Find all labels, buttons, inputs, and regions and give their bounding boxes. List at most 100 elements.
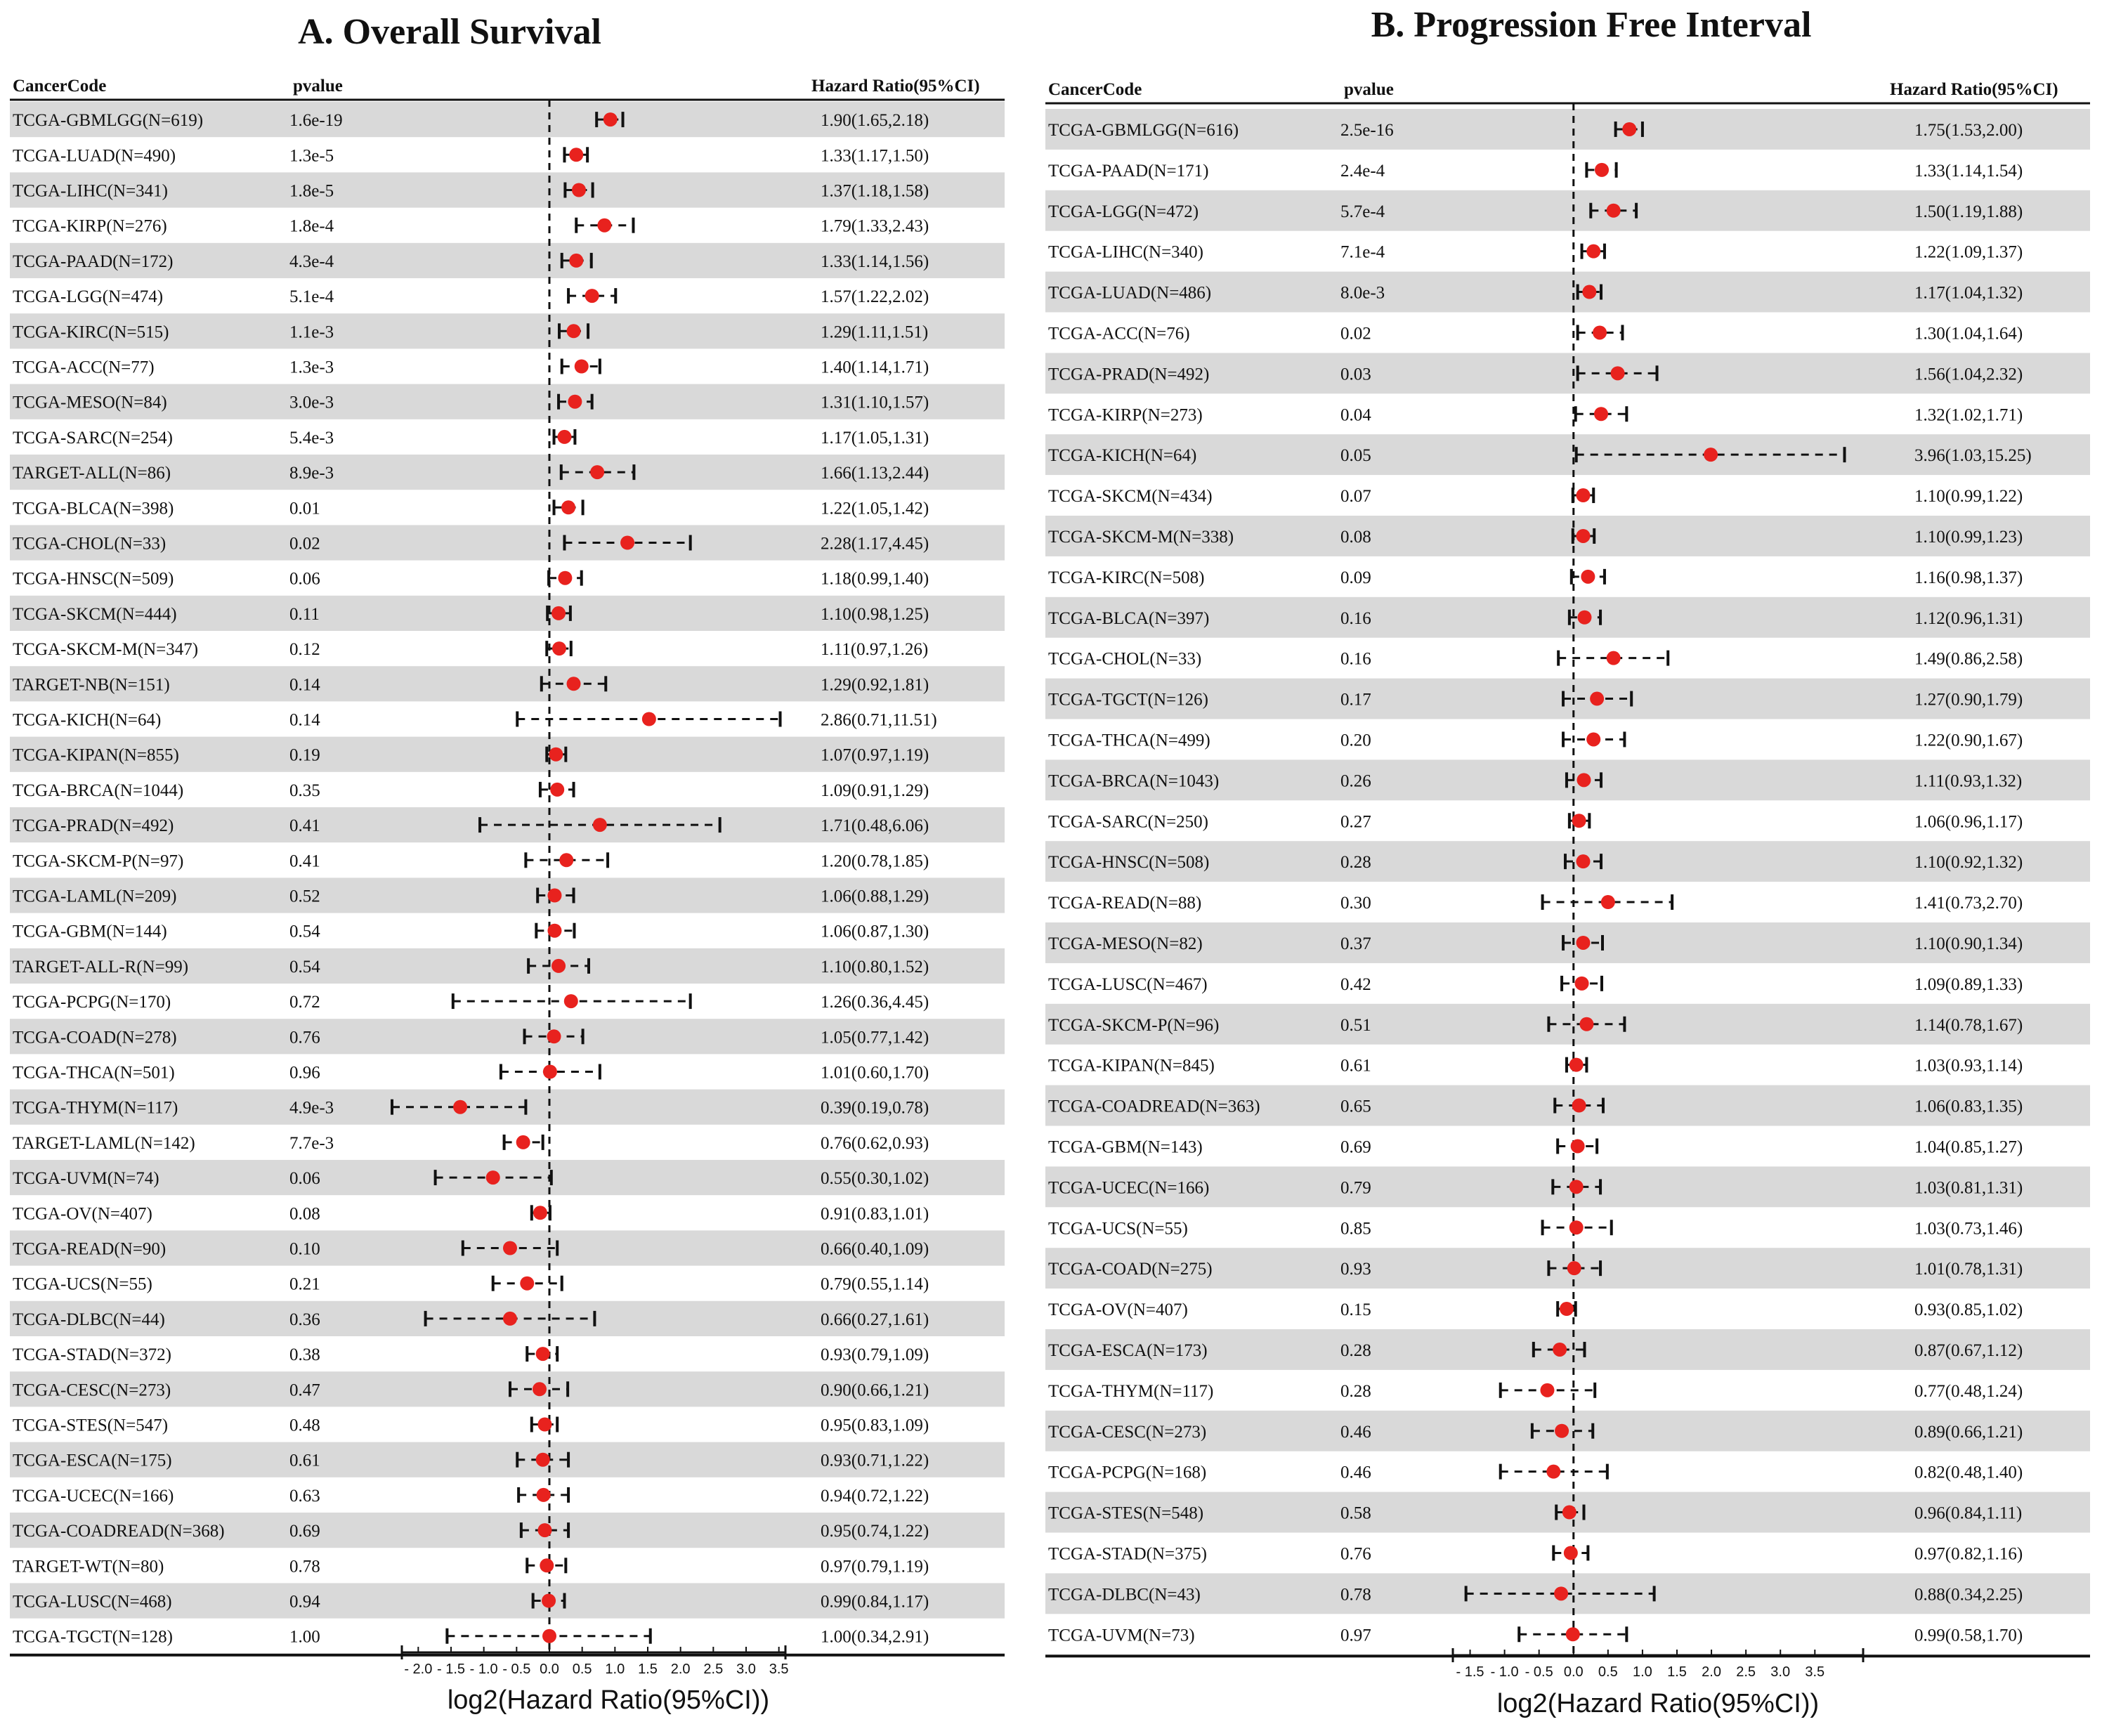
cancer-code-label: TCGA-KIPAN(N=855) (13, 746, 179, 765)
pvalue-label: 0.27 (1340, 812, 1371, 831)
hazard-ratio-label: 1.22(0.90,1.67) (1914, 731, 2023, 750)
row-stripe (10, 595, 1005, 631)
cancer-code-label: TCGA-LGG(N=472) (1048, 202, 1199, 221)
point-estimate (1606, 203, 1621, 218)
row-stripe (10, 313, 1005, 349)
cancer-code-label: TCGA-TGCT(N=128) (13, 1628, 173, 1647)
pvalue-label: 1.3e-5 (289, 146, 334, 165)
hazard-ratio-label: 1.10(0.99,1.22) (1914, 487, 2023, 506)
cancer-code-label: TCGA-COADREAD(N=368) (13, 1522, 225, 1541)
pvalue-label: 0.47 (289, 1381, 320, 1399)
cancer-code-label: TARGET-LAML(N=142) (13, 1134, 195, 1153)
x-axis-tick-label: - 2.0 (404, 1662, 432, 1677)
pvalue-label: 0.46 (1340, 1423, 1371, 1442)
cancer-code-label: TCGA-BRCA(N=1043) (1048, 771, 1219, 790)
cancer-code-label: TCGA-KIRC(N=515) (13, 322, 169, 341)
pvalue-label: 0.21 (289, 1275, 320, 1294)
row-stripe (1045, 1085, 2090, 1126)
hazard-ratio-label: 1.09(0.91,1.29) (821, 781, 929, 800)
hazard-ratio-label: 1.29(1.11,1.51) (821, 322, 928, 341)
cancer-code-label: TCGA-CESC(N=273) (1048, 1423, 1206, 1442)
pvalue-label: 0.06 (289, 570, 320, 589)
pvalue-label: 0.42 (1340, 975, 1371, 994)
pvalue-label: 0.28 (1340, 1382, 1371, 1401)
pvalue-label: 0.79 (1340, 1178, 1371, 1197)
cancer-code-label: TCGA-SKCM-M(N=338) (1048, 528, 1234, 547)
point-estimate (572, 183, 586, 197)
point-estimate (535, 1347, 550, 1362)
point-estimate (551, 606, 566, 620)
cancer-code-label: TCGA-KIPAN(N=845) (1048, 1057, 1215, 1076)
pvalue-label: 0.65 (1340, 1097, 1371, 1116)
hazard-ratio-label: 1.10(0.90,1.34) (1914, 934, 2023, 953)
cancer-code-label: TCGA-GBMLGG(N=616) (1048, 121, 1239, 140)
point-estimate (1594, 407, 1609, 422)
hazard-ratio-label: 0.97(0.82,1.16) (1914, 1544, 2023, 1563)
pvalue-label: 0.10 (289, 1240, 320, 1259)
pvalue-label: 0.97 (1340, 1626, 1371, 1645)
point-estimate (547, 923, 562, 938)
pvalue-label: 0.17 (1340, 691, 1371, 710)
point-estimate (503, 1311, 517, 1326)
pvalue-label: 0.51 (1340, 1016, 1371, 1035)
cancer-code-label: TCGA-PCPG(N=168) (1048, 1463, 1206, 1482)
cancer-code-label: TCGA-ESCA(N=175) (13, 1451, 172, 1470)
hazard-ratio-label: 1.10(0.98,1.25) (821, 605, 929, 624)
panel-title: A. Overall Survival (298, 12, 601, 52)
hazard-ratio-label: 1.90(1.65,2.18) (821, 111, 929, 130)
pvalue-label: 0.02 (289, 535, 320, 554)
cancer-code-label: TCGA-COADREAD(N=363) (1048, 1097, 1260, 1116)
point-estimate (1593, 325, 1607, 340)
pvalue-label: 0.48 (289, 1416, 320, 1435)
cancer-code-label: TARGET-WT(N=80) (13, 1557, 164, 1576)
cancer-code-label: TCGA-DLBC(N=44) (13, 1310, 165, 1329)
hazard-ratio-label: 1.12(0.96,1.31) (1914, 609, 2023, 628)
pvalue-label: 8.0e-3 (1340, 284, 1385, 303)
row-stripe (10, 1583, 1005, 1619)
pvalue-label: 1.8e-4 (289, 217, 334, 236)
header-pvalue: pvalue (1344, 80, 1394, 99)
panel-overall-survival: A. Overall Survival CancerCode pvalue Hazar… (10, 12, 1005, 1715)
x-axis-tick-label: 2.5 (703, 1662, 723, 1677)
hazard-ratio-label: 0.96(0.84,1.11) (1914, 1504, 2022, 1523)
cancer-code-label: TCGA-ESCA(N=173) (1048, 1341, 1208, 1360)
pvalue-label: 0.16 (1340, 650, 1371, 669)
cancer-code-label: TCGA-THCA(N=499) (1048, 731, 1210, 750)
row-stripe (10, 1371, 1005, 1407)
pvalue-label: 2.5e-16 (1340, 121, 1394, 140)
cancer-code-label: TARGET-ALL-R(N=99) (13, 958, 188, 977)
cancer-code-label: TCGA-UCS(N=55) (1048, 1219, 1188, 1238)
cancer-code-label: TCGA-CHOL(N=33) (13, 535, 166, 554)
point-estimate (558, 570, 573, 585)
cancer-code-label: TCGA-BLCA(N=397) (1048, 609, 1209, 628)
cancer-code-label: TCGA-TGCT(N=126) (1048, 691, 1208, 710)
row-stripe (1045, 109, 2090, 150)
pvalue-label: 0.38 (289, 1345, 320, 1364)
pvalue-label: 5.4e-3 (289, 429, 334, 448)
pvalue-label: 0.12 (289, 640, 320, 659)
row-stripe (10, 384, 1005, 419)
pvalue-label: 0.46 (1340, 1463, 1371, 1482)
hazard-ratio-label: 1.01(0.78,1.31) (1914, 1260, 2023, 1279)
point-estimate (574, 359, 589, 374)
point-estimate (1572, 1098, 1586, 1113)
row-stripe (10, 948, 1005, 984)
pvalue-label: 0.08 (1340, 528, 1371, 547)
row-stripe (1045, 434, 2090, 476)
cancer-code-label: TCGA-UVM(N=73) (1048, 1626, 1195, 1645)
pvalue-label: 0.01 (289, 499, 320, 518)
cancer-code-label: TCGA-KIRP(N=273) (1048, 405, 1203, 424)
pvalue-label: 0.16 (1340, 609, 1371, 628)
hazard-ratio-label: 0.93(0.71,1.22) (821, 1451, 929, 1470)
pvalue-label: 0.14 (289, 675, 320, 694)
point-estimate (551, 958, 566, 973)
point-estimate (1569, 1057, 1584, 1072)
hazard-ratio-label: 1.06(0.83,1.35) (1914, 1097, 2023, 1116)
cancer-code-label: TARGET-ALL(N=86) (13, 464, 171, 483)
cancer-code-label: TCGA-KICH(N=64) (13, 711, 161, 730)
hazard-ratio-label: 1.16(0.98,1.37) (1914, 568, 2023, 587)
point-estimate (592, 818, 607, 833)
cancer-code-label: TCGA-HNSC(N=508) (1048, 853, 1209, 872)
cancer-code-label: TCGA-PRAD(N=492) (13, 816, 174, 835)
hazard-ratio-label: 1.57(1.22,2.02) (821, 287, 929, 306)
